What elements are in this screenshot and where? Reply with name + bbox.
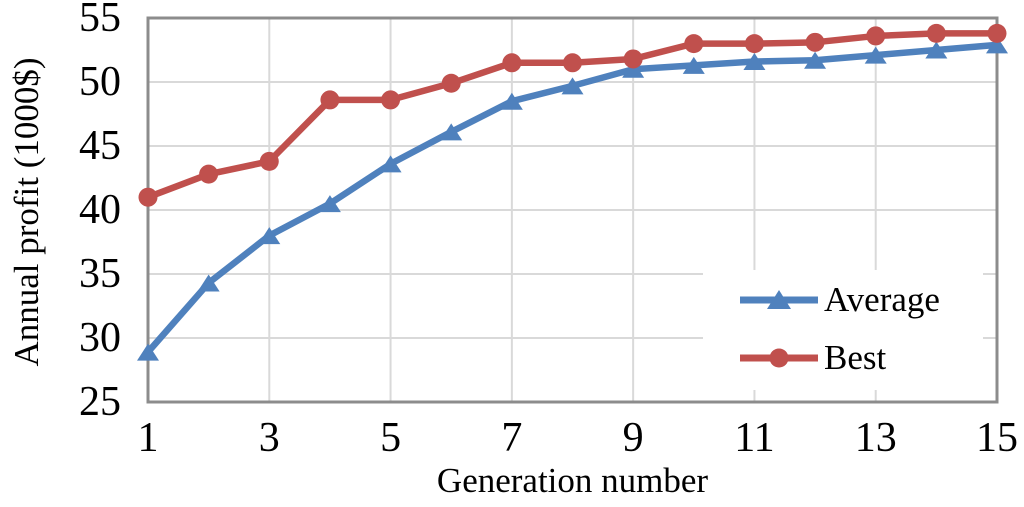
triangle-marker-icon — [137, 343, 159, 361]
average-line-triangle-marker-icon — [739, 288, 819, 312]
legend-item-best: Best — [703, 338, 983, 377]
x-tick-label: 11 — [734, 415, 775, 461]
circle-marker-icon — [138, 187, 158, 207]
x-tick-label: 1 — [137, 415, 159, 461]
circle-marker-icon — [259, 151, 279, 171]
circle-marker-icon — [199, 164, 219, 184]
circle-marker-icon — [805, 32, 825, 52]
triangle-marker-icon — [622, 60, 645, 78]
y-tick-label: 55 — [79, 0, 121, 41]
triangle-marker-icon — [318, 195, 341, 213]
triangle-marker-icon — [682, 56, 705, 74]
triangle-marker-icon — [743, 53, 766, 71]
triangle-marker-icon — [440, 123, 463, 141]
legend-label-average: Average — [824, 280, 940, 319]
circle-marker-icon — [381, 90, 401, 110]
x-tick-label: 5 — [380, 415, 402, 461]
y-tick-label: 50 — [79, 59, 121, 105]
triangle-marker-icon — [804, 51, 827, 69]
circle-marker-icon — [502, 53, 522, 73]
triangle-marker-icon — [379, 155, 402, 173]
x-tick-label: 13 — [854, 415, 897, 461]
triangle-marker-icon — [197, 274, 220, 292]
y-tick-label: 25 — [79, 379, 121, 425]
triangle-marker-icon — [986, 36, 1008, 54]
y-tick-label: 40 — [79, 187, 121, 233]
x-tick-label: 3 — [258, 415, 280, 461]
x-tick-label: 15 — [976, 415, 1018, 461]
best-line-circle-marker-icon — [739, 346, 819, 370]
plot-frame — [146, 16, 999, 404]
legend-label-best: Best — [824, 338, 887, 377]
triangle-marker-icon — [500, 92, 523, 110]
circle-marker-icon — [320, 90, 340, 110]
y-tick-label: 30 — [79, 315, 121, 361]
x-tick-label: 9 — [622, 415, 644, 461]
legend-item-average: Average — [703, 280, 983, 319]
circle-marker-icon — [563, 53, 582, 73]
circle-marker-icon — [441, 73, 461, 93]
circle-marker-icon — [744, 34, 764, 54]
legend: Average Best — [703, 270, 983, 390]
y-axis-title: Annual profit (1000$) — [7, 57, 46, 367]
circle-marker-icon — [623, 49, 643, 69]
circle-marker-icon — [926, 23, 946, 43]
x-axis-title: Generation number — [436, 461, 709, 500]
y-tick-label: 35 — [79, 251, 121, 297]
y-tick-label: 45 — [79, 123, 121, 169]
circle-marker-icon — [866, 26, 886, 46]
circle-marker-icon — [684, 34, 704, 54]
triangle-marker-icon — [258, 227, 281, 245]
triangle-marker-icon — [864, 46, 887, 64]
triangle-marker-icon — [925, 41, 948, 59]
triangle-marker-icon — [561, 77, 584, 95]
x-tick-label: 7 — [501, 415, 523, 461]
circle-marker-icon — [987, 23, 1007, 43]
